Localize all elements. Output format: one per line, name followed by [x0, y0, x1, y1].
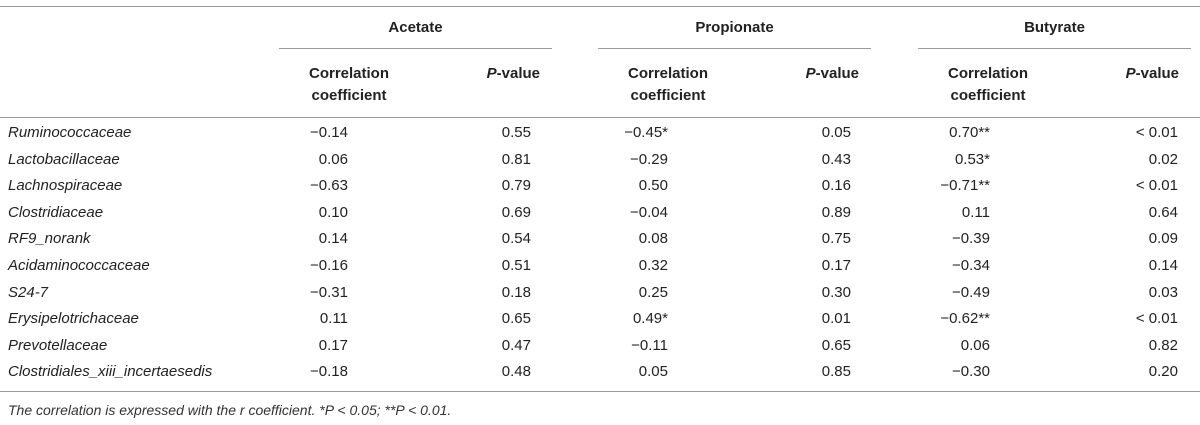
butyrate-corr-cell: 0.70** — [949, 124, 990, 141]
propionate-p-cell: 0.43 — [821, 151, 851, 168]
acetate-p-cell: 0.69 — [501, 204, 531, 221]
propionate-corr-cell: 0.50 — [638, 177, 668, 194]
propionate-p-cell: 0.75 — [821, 230, 851, 247]
subheader-corr-butyrate: Correlation coefficient — [918, 63, 1058, 107]
propionate-p-cell: 0.05 — [821, 124, 851, 141]
corr-line1: Correlation — [627, 65, 708, 82]
subheader-p-acetate: P-value — [440, 63, 540, 85]
butyrate-corr-cell: −0.30 — [952, 363, 990, 380]
p-italic: P — [1125, 65, 1136, 82]
acetate-p-cell: 0.79 — [501, 177, 531, 194]
subheader-corr-propionate: Correlation coefficient — [598, 63, 738, 107]
propionate-p-cell: 0.16 — [821, 177, 851, 194]
p-italic: P — [486, 65, 497, 82]
taxon-name: RF9_norank — [8, 230, 91, 247]
acetate-p-cell: 0.47 — [501, 337, 531, 354]
propionate-p-cell: 0.17 — [821, 257, 851, 274]
butyrate-p-cell: 0.64 — [1148, 204, 1178, 221]
propionate-p-cell: 0.30 — [821, 284, 851, 301]
p-rest: -value — [815, 65, 859, 82]
propionate-corr-cell: 0.08 — [638, 230, 668, 247]
corr-line1: Correlation — [308, 65, 389, 82]
butyrate-p-cell: 0.20 — [1148, 363, 1178, 380]
taxon-name: Acidaminococcaceae — [8, 257, 150, 274]
propionate-p-cell: 0.85 — [821, 363, 851, 380]
bottom-rule — [0, 391, 1200, 392]
butyrate-corr-cell: −0.39 — [952, 230, 990, 247]
acetate-corr-cell: 0.14 — [318, 230, 348, 247]
group-rule-butyrate — [918, 48, 1191, 49]
corr-line2: coefficient — [950, 87, 1026, 104]
acetate-p-cell: 0.54 — [501, 230, 531, 247]
acetate-p-cell: 0.81 — [501, 151, 531, 168]
group-header-propionate: Propionate — [695, 19, 774, 36]
group-header-acetate: Acetate — [388, 19, 443, 36]
butyrate-corr-cell: −0.34 — [952, 257, 990, 274]
corr-line2: coefficient — [630, 87, 706, 104]
acetate-corr-cell: 0.06 — [318, 151, 348, 168]
subheader-p-propionate: P-value — [759, 63, 859, 85]
propionate-corr-cell: 0.32 — [638, 257, 668, 274]
butyrate-p-cell: 0.82 — [1148, 337, 1178, 354]
acetate-corr-cell: 0.11 — [319, 310, 348, 327]
taxon-name: Lactobacillaceae — [8, 151, 120, 168]
acetate-p-cell: 0.65 — [501, 310, 531, 327]
acetate-p-cell: 0.18 — [501, 284, 531, 301]
taxon-name: Clostridiales_xiii_incertaesedis — [8, 363, 213, 380]
acetate-p-cell: 0.55 — [501, 124, 531, 141]
butyrate-corr-cell: −0.62** — [940, 310, 990, 327]
taxon-name: Erysipelotrichaceae — [8, 310, 139, 327]
propionate-corr-cell: −0.04 — [630, 204, 668, 221]
butyrate-p-cell: < 0.01 — [1135, 310, 1178, 327]
butyrate-p-cell: < 0.01 — [1135, 124, 1178, 141]
butyrate-p-cell: 0.02 — [1148, 151, 1178, 168]
subheader-corr-acetate: Correlation coefficient — [279, 63, 419, 107]
p-italic: P — [805, 65, 816, 82]
butyrate-corr-cell: 0.06 — [960, 337, 990, 354]
propionate-p-cell: 0.01 — [821, 310, 851, 327]
p-rest: -value — [1135, 65, 1179, 82]
butyrate-p-cell: 0.14 — [1148, 257, 1178, 274]
propionate-corr-cell: −0.29 — [630, 151, 668, 168]
table-footnote: The correlation is expressed with the r … — [8, 402, 452, 418]
taxon-name: Prevotellaceae — [8, 337, 108, 354]
butyrate-p-cell: 0.03 — [1148, 284, 1178, 301]
propionate-corr-cell: −0.11 — [631, 337, 668, 354]
acetate-corr-cell: −0.31 — [310, 284, 348, 301]
butyrate-corr-cell: −0.49 — [952, 284, 990, 301]
acetate-corr-cell: −0.16 — [310, 257, 348, 274]
top-rule — [0, 6, 1200, 7]
butyrate-p-cell: 0.09 — [1148, 230, 1178, 247]
acetate-p-cell: 0.48 — [501, 363, 531, 380]
group-header-butyrate: Butyrate — [1024, 19, 1085, 36]
group-rule-propionate — [598, 48, 871, 49]
subheader-p-butyrate: P-value — [1079, 63, 1179, 85]
acetate-p-cell: 0.51 — [501, 257, 531, 274]
taxon-name: S24-7 — [8, 284, 49, 301]
acetate-corr-cell: 0.10 — [318, 204, 348, 221]
butyrate-corr-cell: −0.71** — [940, 177, 990, 194]
taxon-name: Ruminococcaceae — [8, 124, 132, 141]
propionate-corr-cell: 0.49* — [632, 310, 668, 327]
butyrate-corr-cell: 0.53* — [954, 151, 990, 168]
header-rule — [0, 117, 1200, 118]
corr-line2: coefficient — [311, 87, 387, 104]
propionate-corr-cell: −0.45* — [624, 124, 668, 141]
group-rule-acetate — [279, 48, 552, 49]
acetate-corr-cell: 0.17 — [318, 337, 348, 354]
propionate-corr-cell: 0.25 — [638, 284, 668, 301]
acetate-corr-cell: −0.14 — [310, 124, 348, 141]
acetate-corr-cell: −0.18 — [310, 363, 348, 380]
propionate-p-cell: 0.65 — [821, 337, 851, 354]
p-rest: -value — [496, 65, 540, 82]
taxon-name: Lachnospiraceae — [8, 177, 123, 194]
butyrate-corr-cell: 0.11 — [961, 204, 990, 221]
acetate-corr-cell: −0.63 — [310, 177, 348, 194]
propionate-corr-cell: 0.05 — [638, 363, 668, 380]
butyrate-p-cell: < 0.01 — [1135, 177, 1178, 194]
propionate-p-cell: 0.89 — [821, 204, 851, 221]
corr-line1: Correlation — [947, 65, 1028, 82]
taxon-name: Clostridiaceae — [8, 204, 104, 221]
